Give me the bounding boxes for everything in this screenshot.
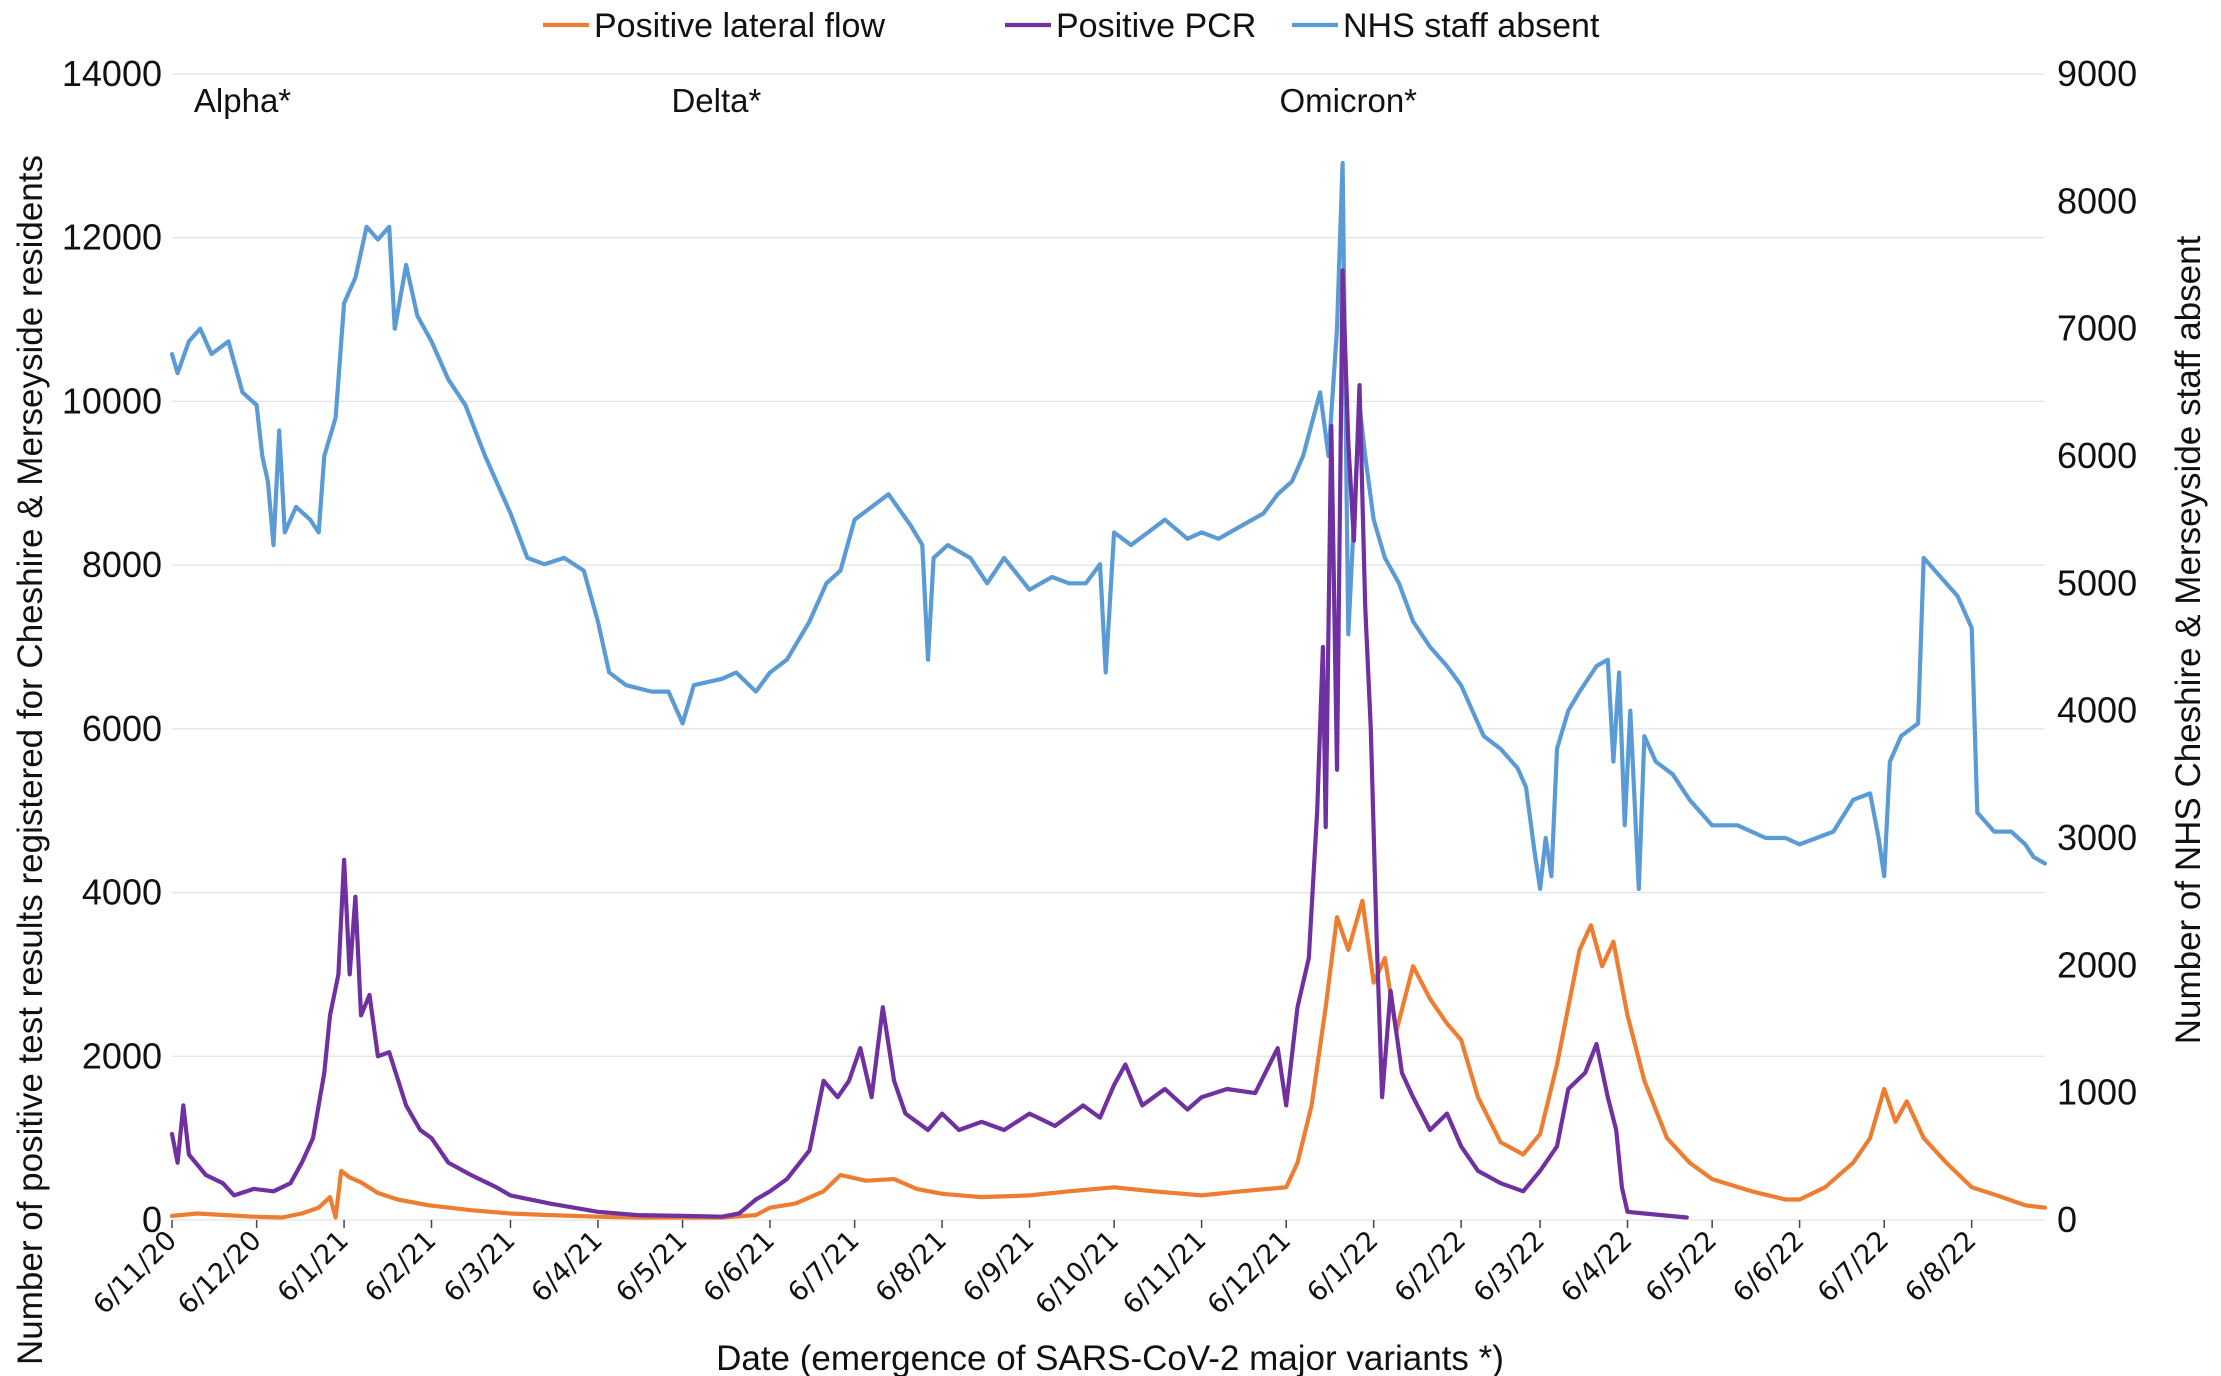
legend-item: Positive lateral flow [543, 7, 885, 45]
left-y-tick-label: 4000 [82, 872, 162, 913]
right-y-axis-title: Number of NHS Cheshire & Merseyside staf… [2169, 235, 2208, 1044]
left-y-tick-label: 12000 [62, 217, 162, 258]
x-tick-label: 6/10/21 [1030, 1225, 1126, 1321]
x-tick-label: 6/4/22 [1555, 1225, 1638, 1308]
right-y-tick-label: 7000 [2057, 308, 2137, 349]
legend: Positive lateral flow Positive PCR NHS sta… [543, 7, 1600, 45]
x-tick-label: 6/5/22 [1640, 1225, 1723, 1308]
legend-label: Positive lateral flow [594, 7, 885, 45]
x-tick-label: 6/11/21 [1117, 1225, 1213, 1321]
left-y-tick-label: 10000 [62, 380, 162, 421]
right-y-tick-label: 4000 [2057, 690, 2137, 731]
right-y-tick-label: 6000 [2057, 435, 2137, 476]
right-y-tick-label: 9000 [2057, 53, 2137, 94]
x-tick-label: 6/1/22 [1301, 1225, 1384, 1308]
x-tick-label: 6/8/22 [1899, 1225, 1982, 1308]
x-tick-label: 6/2/22 [1389, 1225, 1472, 1308]
right-y-tick-label: 5000 [2057, 562, 2137, 603]
x-axis-title: Date (emergence of SARS-CoV-2 major vari… [716, 1339, 1504, 1376]
right-y-axis: 0 1000 2000 3000 4000 5000 6000 7000 8000 9000 [2057, 53, 2137, 1240]
x-tick-label: 6/6/21 [698, 1225, 781, 1308]
series-nhs-staff-absent [169, 161, 2048, 891]
x-tick-label: 6/8/21 [870, 1225, 953, 1308]
series-positive-lateral-flow [169, 898, 2048, 1220]
right-y-tick-label: 2000 [2057, 944, 2137, 985]
variant-label: Delta* [671, 82, 761, 119]
left-y-axis-title: Number of positive test results register… [11, 155, 50, 1365]
x-tick-label: 6/3/21 [438, 1225, 521, 1308]
series-line [169, 898, 2048, 1220]
left-y-tick-label: 14000 [62, 53, 162, 94]
left-y-tick-label: 8000 [82, 544, 162, 585]
x-tick-label: 6/1/21 [272, 1225, 355, 1308]
x-tick-label: 6/4/21 [526, 1225, 609, 1308]
x-tick-label: 6/12/21 [1202, 1225, 1298, 1321]
legend-item: NHS staff absent [1292, 7, 1600, 45]
x-tick-label: 6/7/22 [1812, 1225, 1895, 1308]
x-tick-label: 6/3/22 [1468, 1225, 1551, 1308]
left-y-tick-label: 2000 [82, 1035, 162, 1076]
x-tick-label: 6/12/20 [172, 1225, 268, 1321]
variant-label: Omicron* [1280, 82, 1418, 119]
series-positive-pcr [169, 268, 1689, 1220]
variant-annotations: Alpha* Delta* Omicron* [194, 82, 1417, 119]
legend-label: NHS staff absent [1343, 7, 1600, 45]
x-tick-label: 6/2/21 [359, 1225, 442, 1308]
left-y-tick-label: 0 [142, 1199, 162, 1240]
plot-area [169, 161, 2048, 1220]
left-y-tick-label: 6000 [82, 708, 162, 749]
legend-item: Positive PCR [1005, 7, 1256, 45]
x-tick-label: 6/9/21 [957, 1225, 1040, 1308]
x-tick-label: 6/5/21 [610, 1225, 693, 1308]
right-y-tick-label: 3000 [2057, 817, 2137, 858]
right-y-tick-label: 8000 [2057, 180, 2137, 221]
right-y-tick-label: 0 [2057, 1199, 2077, 1240]
x-tick-label: 6/7/21 [782, 1225, 865, 1308]
right-y-tick-label: 1000 [2057, 1072, 2137, 1113]
x-tick-label: 6/11/20 [87, 1225, 183, 1321]
variant-label: Alpha* [194, 82, 291, 119]
left-y-axis: 0 2000 4000 6000 8000 10000 12000 14000 [62, 53, 162, 1240]
legend-label: Positive PCR [1056, 7, 1256, 45]
x-tick-label: 6/6/22 [1727, 1225, 1810, 1308]
series-line [169, 268, 1689, 1220]
gridlines [172, 73, 2045, 1221]
x-axis: 6/11/206/12/20 6/1/21 6/2/216/3/21 6/4/21 6/… [87, 1220, 1983, 1321]
series-line [169, 161, 2048, 891]
